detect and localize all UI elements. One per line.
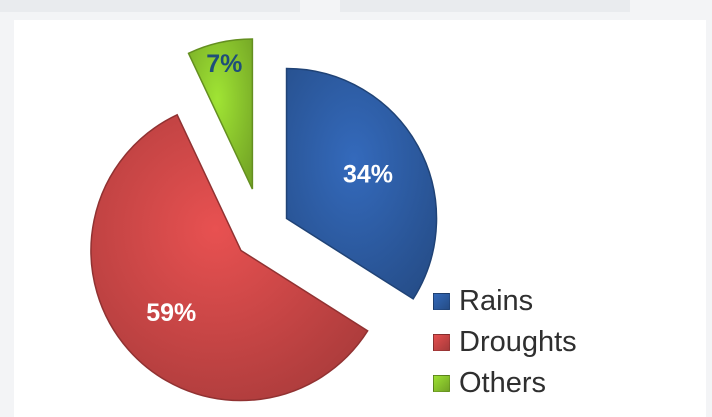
legend-item-rains: Rains: [433, 281, 577, 322]
legend-label-rains: Rains: [459, 285, 534, 317]
data-label-rains: 34%: [343, 161, 393, 189]
legend-item-others: Others: [433, 363, 577, 404]
legend-label-others: Others: [459, 367, 547, 399]
pie-slice-others: [187, 38, 254, 190]
legend-swatch-others: [433, 375, 450, 392]
pie-slice-rains: [285, 67, 438, 300]
legend-item-droughts: Droughts: [433, 322, 577, 363]
background-stripe: [0, 0, 300, 12]
data-label-others: 7%: [206, 50, 242, 78]
legend-swatch-rains: [433, 293, 450, 310]
legend-label-droughts: Droughts: [459, 326, 577, 358]
legend-swatch-droughts: [433, 334, 450, 351]
data-label-droughts: 59%: [146, 299, 196, 327]
background-stripe: [340, 0, 630, 12]
pie-slice-droughts: [90, 113, 369, 402]
chart-legend: Rains Droughts Others: [433, 281, 577, 404]
